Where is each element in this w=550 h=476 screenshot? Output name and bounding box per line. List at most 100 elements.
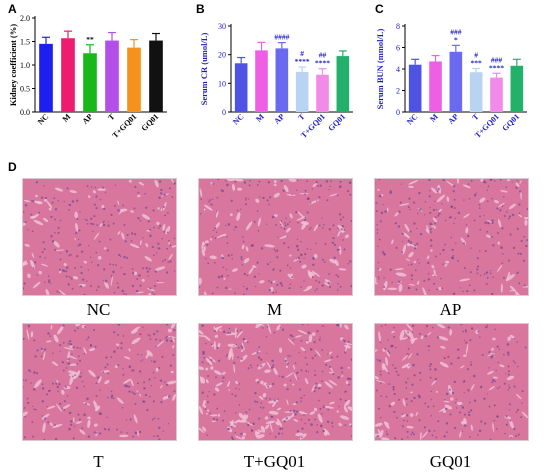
nucleus <box>491 292 494 295</box>
nucleus <box>142 237 144 239</box>
nucleus <box>442 179 445 182</box>
x-tick-label: AP <box>272 112 286 126</box>
nucleus <box>102 223 106 227</box>
tubule-lumen <box>492 422 495 432</box>
nucleus <box>272 268 275 271</box>
nucleus <box>226 353 229 356</box>
nucleus <box>83 385 86 388</box>
nucleus <box>282 189 286 192</box>
nucleus <box>430 390 432 393</box>
nucleus <box>504 432 506 435</box>
nucleus <box>516 271 519 274</box>
nucleus <box>88 245 90 247</box>
nucleus <box>411 331 414 333</box>
nucleus <box>213 229 215 232</box>
tubule-lumen <box>385 356 388 366</box>
nucleus <box>393 410 396 414</box>
tubule-lumen <box>289 213 293 219</box>
nucleus <box>44 417 47 420</box>
nucleus <box>276 283 279 287</box>
tubule-lumen <box>265 420 275 424</box>
nucleus <box>59 350 61 352</box>
nucleus <box>248 198 250 200</box>
tubule-lumen <box>217 413 221 417</box>
nucleus <box>65 270 68 273</box>
tubule-lumen <box>267 400 279 404</box>
tubule-lumen <box>515 291 521 295</box>
nucleus <box>228 327 231 330</box>
tubule-lumen <box>167 336 176 338</box>
nucleus <box>496 415 499 418</box>
nucleus <box>318 196 321 199</box>
nucleus <box>47 281 51 284</box>
nucleus <box>479 228 482 231</box>
tubule-lumen <box>215 382 224 387</box>
nucleus <box>316 424 319 426</box>
tubule-lumen <box>241 436 246 440</box>
nucleus <box>95 195 98 198</box>
nucleus <box>238 383 241 385</box>
nucleus <box>142 359 144 361</box>
nucleus <box>416 212 419 215</box>
nucleus <box>50 215 53 219</box>
nucleus <box>168 240 170 242</box>
nucleus <box>455 399 457 401</box>
tubule-lumen <box>241 342 245 351</box>
nucleus <box>222 419 224 422</box>
panel-letter-b: B <box>196 2 205 16</box>
nucleus <box>407 436 409 439</box>
tubule-lumen <box>257 431 260 435</box>
nucleus <box>305 369 308 372</box>
nucleus <box>215 231 218 233</box>
tubule-lumen <box>306 285 313 290</box>
nucleus <box>247 341 249 344</box>
tubule-lumen <box>432 217 437 223</box>
nucleus <box>450 205 453 209</box>
tubule-lumen <box>202 400 206 406</box>
nucleus <box>216 286 219 289</box>
nucleus <box>505 415 508 418</box>
nucleus <box>463 413 466 416</box>
nucleus <box>311 276 314 278</box>
nucleus <box>240 357 244 360</box>
nucleus <box>238 388 240 390</box>
nucleus <box>268 203 270 206</box>
tubule-lumen <box>30 331 34 338</box>
nucleus <box>117 286 120 289</box>
tubule-lumen <box>259 280 265 284</box>
tubule-lumen <box>398 203 410 207</box>
nucleus <box>110 390 113 393</box>
bar <box>449 51 463 112</box>
nucleus <box>506 351 510 354</box>
nucleus <box>513 385 516 388</box>
nucleus <box>441 263 444 265</box>
nucleus <box>453 380 456 384</box>
tubule-lumen <box>488 386 495 391</box>
tubule-lumen <box>229 419 234 428</box>
tubule-lumen <box>443 400 450 403</box>
nucleus <box>256 183 259 186</box>
nucleus <box>235 343 237 346</box>
nucleus <box>483 179 486 182</box>
tubule-lumen <box>69 190 77 194</box>
nucleus <box>90 344 92 346</box>
nucleus <box>304 422 306 425</box>
nucleus <box>204 210 207 212</box>
nucleus <box>509 409 511 411</box>
nucleus <box>169 260 172 263</box>
nucleus <box>43 438 46 440</box>
tubule-lumen <box>38 270 42 275</box>
nucleus <box>333 256 336 259</box>
nucleus <box>418 419 421 422</box>
nucleus <box>434 200 436 202</box>
tubule-lumen <box>203 246 206 252</box>
histology-texture <box>375 324 528 440</box>
histology-texture <box>375 179 528 295</box>
y-tick-label: 0.0 <box>20 108 30 117</box>
nucleus <box>300 369 303 372</box>
tubule-lumen <box>93 232 100 240</box>
nucleus <box>140 354 143 356</box>
tubule-lumen <box>146 350 153 357</box>
nucleus <box>436 189 439 193</box>
nucleus <box>33 408 36 411</box>
